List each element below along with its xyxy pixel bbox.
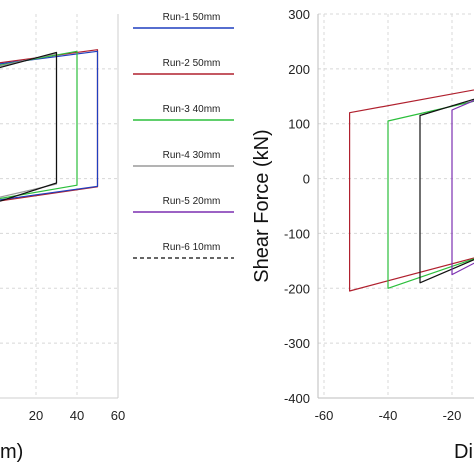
series-line <box>0 50 99 201</box>
y-tick-label: -300 <box>284 336 310 351</box>
y-tick-label: -200 <box>284 281 310 296</box>
right-plot-panel: 300 200 100 0 -100 -200 -300 -400 -60 -40 -20 Shear… <box>251 7 474 463</box>
x-tick-label: -40 <box>379 408 398 423</box>
left-plot-panel: 20 40 60 m) <box>0 14 125 463</box>
x-tick-label: 40 <box>70 408 84 423</box>
y-tick-label: -100 <box>284 226 310 241</box>
legend-label: Run-3 40mm <box>163 104 221 115</box>
legend: Run-1 50mm Run-2 50mm Run-3 40mm Run-4 30mm… <box>133 12 234 259</box>
y-tick-label: 100 <box>288 117 310 132</box>
y-tick-label: -400 <box>284 391 310 406</box>
legend-label: Run-6 10mm <box>163 242 221 253</box>
plot-area <box>318 14 474 398</box>
series-line <box>0 50 78 200</box>
series-line <box>387 100 474 289</box>
x-tick-label: 60 <box>111 408 125 423</box>
y-tick-label: 300 <box>288 7 310 22</box>
x-tick-label: 20 <box>29 408 43 423</box>
plot-area <box>0 14 118 398</box>
legend-label: Run-5 20mm <box>163 196 221 207</box>
y-tick-label: 200 <box>288 62 310 77</box>
legend-label: Run-1 50mm <box>163 12 221 23</box>
x-tick-label: -60 <box>315 408 334 423</box>
series-line <box>0 51 58 202</box>
series-line <box>349 89 474 292</box>
series-line <box>451 99 474 276</box>
x-axis-title: Di <box>454 441 473 463</box>
x-tick-label: -20 <box>443 408 462 423</box>
legend-label: Run-2 50mm <box>163 58 221 69</box>
y-axis-title: Shear Force (kN) <box>251 129 273 282</box>
x-axis-title: m) <box>0 441 23 463</box>
y-tick-label: 0 <box>303 172 310 187</box>
legend-label: Run-4 30mm <box>163 150 221 161</box>
